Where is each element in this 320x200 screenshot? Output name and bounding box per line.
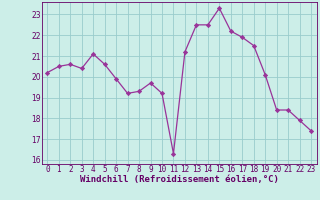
X-axis label: Windchill (Refroidissement éolien,°C): Windchill (Refroidissement éolien,°C) xyxy=(80,175,279,184)
